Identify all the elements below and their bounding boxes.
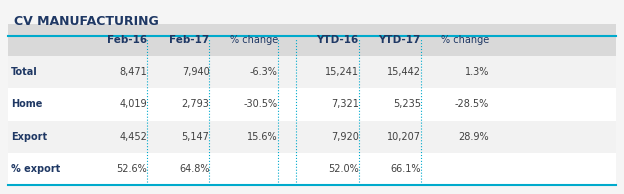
Text: 5,147: 5,147 [182,132,210,142]
Text: 2,793: 2,793 [182,99,210,109]
Text: Home: Home [11,99,42,109]
FancyBboxPatch shape [7,153,617,186]
Text: % change: % change [441,35,489,45]
FancyBboxPatch shape [7,24,617,57]
Text: -30.5%: -30.5% [244,99,278,109]
FancyBboxPatch shape [7,88,617,121]
Text: 28.9%: 28.9% [459,132,489,142]
Text: -28.5%: -28.5% [455,99,489,109]
Text: YTD-17: YTD-17 [378,35,421,45]
Text: Total: Total [11,67,37,77]
Text: 66.1%: 66.1% [390,164,421,174]
FancyBboxPatch shape [7,56,617,88]
Text: 15.6%: 15.6% [247,132,278,142]
Text: 15,241: 15,241 [324,67,359,77]
Text: YTD-16: YTD-16 [316,35,359,45]
FancyBboxPatch shape [7,121,617,153]
Text: Feb-16: Feb-16 [107,35,147,45]
Text: 1.3%: 1.3% [465,67,489,77]
Text: 7,940: 7,940 [182,67,210,77]
Text: 8,471: 8,471 [120,67,147,77]
Text: % change: % change [230,35,278,45]
Text: 5,235: 5,235 [392,99,421,109]
Text: 10,207: 10,207 [387,132,421,142]
Text: 52.6%: 52.6% [117,164,147,174]
Text: 52.0%: 52.0% [328,164,359,174]
Text: -6.3%: -6.3% [250,67,278,77]
Text: % export: % export [11,164,60,174]
Text: 64.8%: 64.8% [179,164,210,174]
Text: 7,920: 7,920 [331,132,359,142]
Text: 4,019: 4,019 [120,99,147,109]
Text: 7,321: 7,321 [331,99,359,109]
Text: Export: Export [11,132,47,142]
Text: CV MANUFACTURING: CV MANUFACTURING [14,15,158,28]
Text: 4,452: 4,452 [120,132,147,142]
Text: Feb-17: Feb-17 [169,35,210,45]
Text: 15,442: 15,442 [387,67,421,77]
